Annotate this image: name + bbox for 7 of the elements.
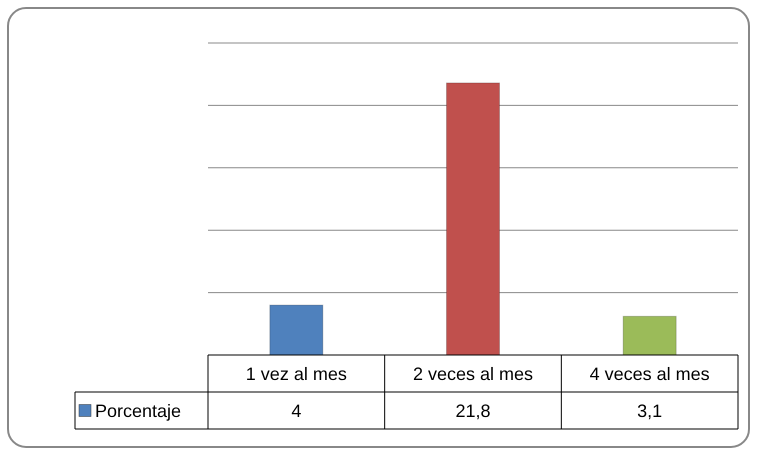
x-tick-label: 2 veces al mes: [412, 364, 534, 384]
data-label: 21,8: [455, 400, 491, 421]
data-label: 3,1: [637, 400, 662, 421]
data-label: 4: [291, 400, 302, 421]
x-tick-label: 4 veces al mes: [590, 364, 710, 384]
x-tick-label: 1 vez al mes: [246, 364, 347, 384]
legend-label: Porcentaje: [95, 400, 182, 421]
